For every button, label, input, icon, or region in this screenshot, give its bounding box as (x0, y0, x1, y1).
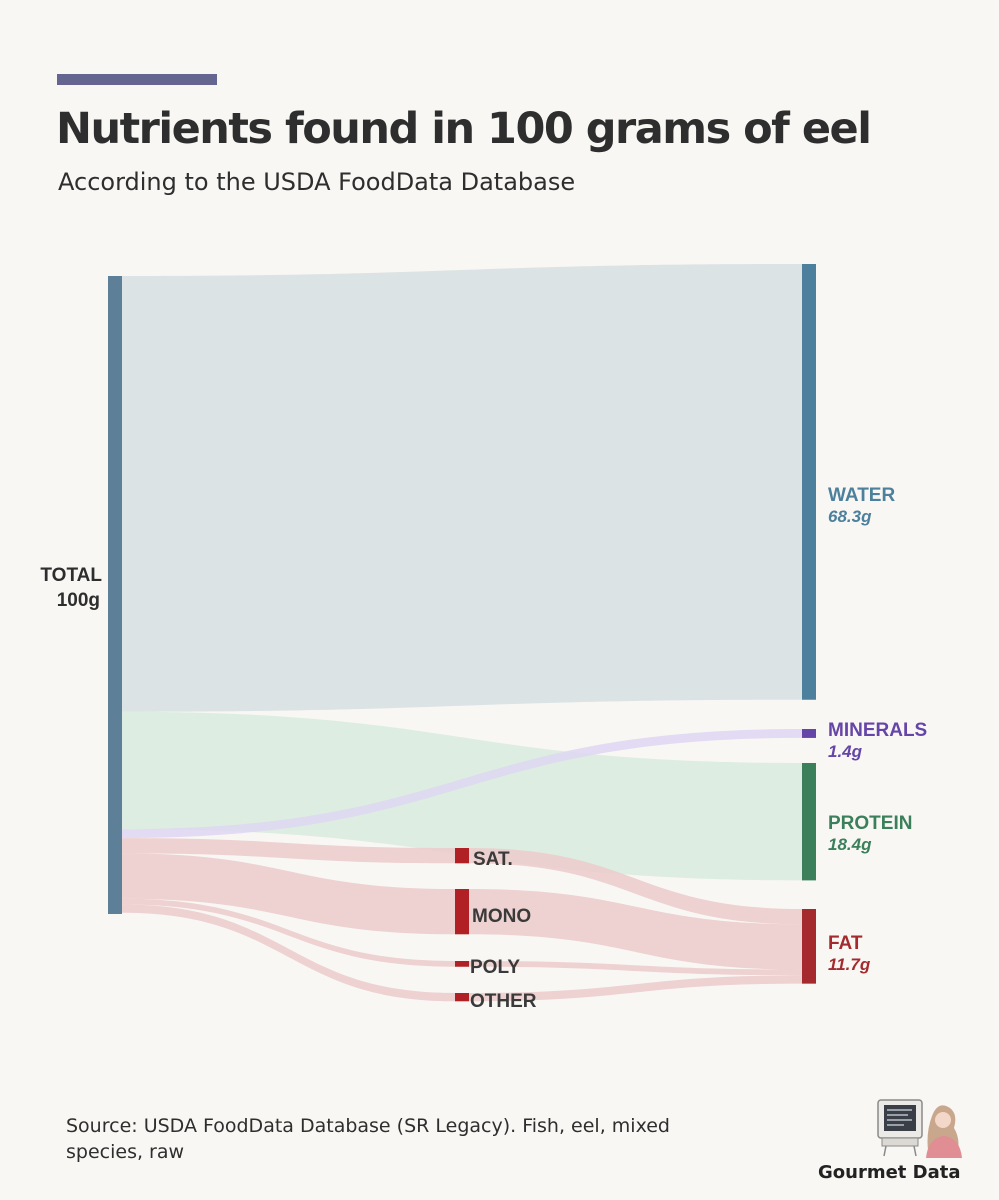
minerals-bar (802, 729, 816, 738)
total-label: TOTAL (40, 565, 102, 586)
poly-bar (455, 961, 469, 967)
mono-label: MONO (472, 906, 531, 927)
flow-protein (122, 711, 802, 881)
source-note: Source: USDA FoodData Database (SR Legac… (66, 1115, 670, 1163)
minerals-label: MINERALS (828, 720, 927, 741)
sat-label: SAT. (473, 849, 513, 870)
sankey-flows (122, 264, 802, 1002)
chart-subtitle: According to the USDA FoodData Database (58, 168, 576, 196)
protein-value-label: 18.4g (828, 835, 872, 854)
total-bar (108, 276, 122, 914)
protein-label: PROTEIN (828, 813, 912, 834)
total-value-label: 100g (57, 590, 100, 611)
title-accent-bar (57, 74, 217, 85)
brand-name: Gourmet Data (818, 1162, 961, 1183)
sat-bar (455, 848, 469, 864)
sankey-node-bars (108, 264, 816, 1002)
poly-label: POLY (470, 957, 520, 978)
gourmet-data-logo-icon (877, 1099, 962, 1158)
flow-poly-to-fat (469, 961, 802, 976)
flow-water (122, 264, 802, 712)
water-label: WATER (828, 485, 895, 506)
flow-to-mono (122, 853, 455, 935)
flow-to-poly (122, 898, 455, 967)
chart-title: Nutrients found in 100 grams of eel (56, 104, 872, 154)
protein-bar (802, 763, 816, 881)
other-label: OTHER (470, 991, 537, 1012)
fat-value-label: 11.7g (828, 955, 871, 974)
other-bar (455, 993, 469, 1002)
flow-other-to-fat (469, 975, 802, 1002)
fat-bar (802, 909, 816, 984)
water-value-label: 68.3g (828, 507, 872, 526)
mono-bar (455, 889, 469, 935)
flow-mono-to-fat (469, 889, 802, 970)
minerals-value-label: 1.4g (828, 742, 863, 761)
flow-to-other (122, 904, 455, 1002)
flow-to-sat (122, 838, 455, 864)
flow-minerals (122, 729, 802, 839)
water-bar (802, 264, 816, 700)
flow-sat-to-fat (469, 848, 802, 925)
fat-label: FAT (828, 933, 863, 954)
